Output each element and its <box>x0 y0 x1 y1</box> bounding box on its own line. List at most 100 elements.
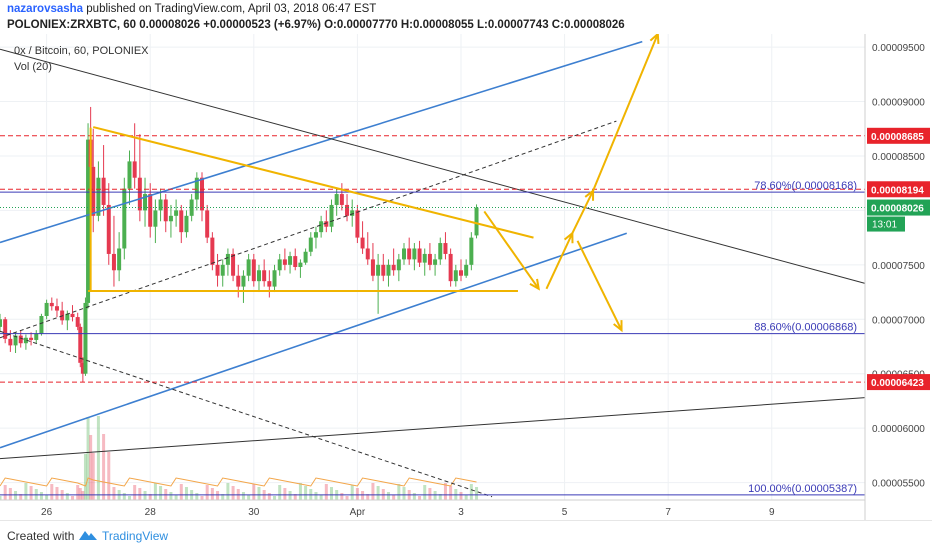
y-tick-label: 0.00005500 <box>872 479 925 490</box>
volume-bar <box>231 486 235 500</box>
volume-bar <box>392 495 396 500</box>
forecast-arrow <box>483 210 540 290</box>
plot-area[interactable] <box>0 34 865 500</box>
symbol-info: POLONIEX:ZRXBTC, 60 0.00008026 +0.000005… <box>7 19 625 31</box>
candle-body <box>360 237 365 249</box>
candle-body <box>422 253 427 263</box>
candle-body <box>402 248 407 260</box>
volume-bar <box>371 483 375 500</box>
forecast-arrow <box>576 240 623 331</box>
price-chart[interactable]: 78.60%(0.00008168) 88.60%(0.00006868) 100.… <box>0 34 932 520</box>
candle-body <box>272 270 277 287</box>
candle-body <box>143 194 148 211</box>
volume-bar <box>314 492 318 500</box>
volume-bar <box>96 416 100 500</box>
candle-body <box>3 319 8 339</box>
candle-body <box>386 264 391 276</box>
volume-bar <box>179 484 183 500</box>
price-label-text: 0.00008194 <box>871 185 924 196</box>
candle-body <box>83 302 88 374</box>
candle-body <box>370 259 375 276</box>
candle-body <box>39 315 44 334</box>
volume-bar <box>91 453 95 500</box>
volume-bar <box>112 487 116 500</box>
author-link[interactable]: nazarovsasha <box>7 3 84 15</box>
candle-body <box>458 270 463 276</box>
candle-body <box>78 326 83 363</box>
volume-bar <box>252 484 256 500</box>
candle-body <box>469 237 474 265</box>
candle-body <box>70 313 75 318</box>
volume-bar <box>257 487 261 500</box>
volume-bar <box>133 485 137 500</box>
forecast-arrow <box>571 190 594 234</box>
candle-body <box>407 248 412 260</box>
volume-bar <box>65 493 69 500</box>
candle-body <box>236 275 241 287</box>
volume-bar <box>449 486 453 500</box>
volume-bar <box>205 485 209 500</box>
candle-body <box>345 204 350 216</box>
volume-bar <box>376 486 380 500</box>
candle-body <box>303 251 308 263</box>
candle-body <box>34 333 39 340</box>
candle-body <box>324 221 329 227</box>
trendline-long-term <box>0 397 866 460</box>
candle-body <box>433 259 438 265</box>
candle-body <box>194 177 199 200</box>
candle-body <box>355 210 360 238</box>
y-tick-label: 0.00007000 <box>872 315 925 326</box>
publish-info: nazarovsasha published on TradingView.co… <box>7 3 376 15</box>
created-with-text: Created with <box>7 529 75 543</box>
candle-body <box>427 253 432 265</box>
x-tick-label: 3 <box>458 507 464 518</box>
low-value: 0.00007743 <box>487 19 549 31</box>
y-tick-label: 0.00006000 <box>872 424 925 435</box>
volume-bar <box>195 493 199 500</box>
price-axis[interactable]: 0.000055000.000060000.000065000.00007000… <box>872 43 925 490</box>
volume-bar <box>127 496 131 500</box>
candle-body <box>220 264 225 276</box>
x-tick-label: 28 <box>145 507 157 518</box>
volume-bar <box>366 494 370 500</box>
candle-body <box>158 199 163 211</box>
time-axis[interactable]: 26 28 30 Apr 3 5 7 9 <box>41 507 775 518</box>
volume-bar <box>78 488 82 500</box>
footer: Created with TradingView <box>0 520 932 551</box>
volume-bar <box>8 488 12 500</box>
candle-body <box>117 248 122 271</box>
candle-body <box>168 215 173 222</box>
tradingview-link[interactable]: TradingView <box>102 529 169 543</box>
volume-bar <box>443 483 447 500</box>
candle-body <box>339 194 344 205</box>
candle-body <box>13 335 18 346</box>
candle-body <box>365 248 370 260</box>
forecast-arrow-head <box>529 278 541 291</box>
candle-body <box>80 362 85 374</box>
volume-bar <box>39 492 43 500</box>
close-value: 0.00008026 <box>563 19 625 31</box>
candle-body <box>205 210 210 238</box>
fib-level-label: 78.60%(0.00008168) <box>754 180 857 192</box>
candle-body <box>288 256 293 265</box>
candle-body <box>148 194 153 227</box>
candle-body <box>277 259 282 271</box>
price-label-text: 0.00006423 <box>871 378 924 389</box>
price-label-text: 0.00008026 <box>871 204 924 215</box>
x-tick-label: 26 <box>41 507 53 518</box>
price-label-box <box>867 374 930 391</box>
volume-bar <box>355 488 359 500</box>
candle-body <box>111 253 116 271</box>
x-tick-label: Apr <box>350 507 366 518</box>
volume-bar <box>221 494 225 500</box>
last-price: 0.00008026 <box>139 19 201 31</box>
volume-bar <box>102 434 106 500</box>
candle-body <box>153 210 158 227</box>
publish-text: published on TradingView.com, April 03, … <box>86 3 377 15</box>
high-label: H: <box>400 19 413 31</box>
volume-bar <box>83 454 87 500</box>
candle-body <box>49 302 54 307</box>
volume-bar <box>14 491 18 500</box>
candle-body <box>65 313 70 321</box>
forecast-arrow <box>545 232 574 290</box>
